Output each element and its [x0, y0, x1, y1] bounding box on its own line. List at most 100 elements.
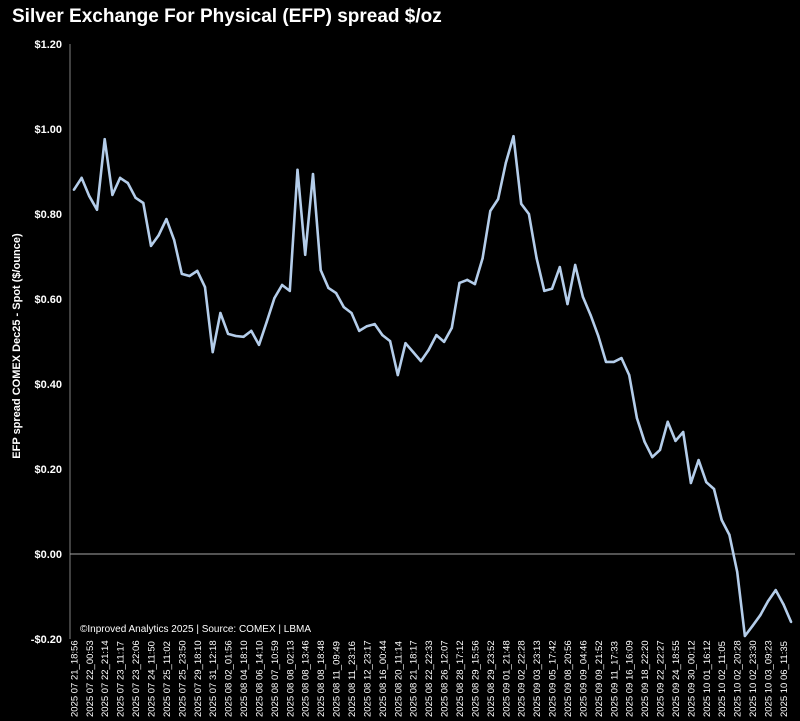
- x-tick-label: 2025 08 21_18:17: [409, 640, 420, 717]
- data-point: [234, 334, 238, 338]
- data-point: [728, 533, 731, 537]
- data-point: [142, 201, 145, 205]
- x-tick-label: 2025 09 09_21:52: [594, 640, 605, 717]
- x-tick-label: 2025 09 18_22:20: [640, 640, 651, 717]
- data-point: [72, 188, 76, 191]
- data-point: [651, 455, 654, 459]
- x-tick-label: 2025 09 16_16:09: [625, 640, 636, 717]
- data-point: [304, 253, 307, 256]
- data-point: [404, 342, 407, 345]
- data-point: [118, 176, 122, 180]
- data-point: [512, 135, 515, 138]
- data-point: [373, 322, 376, 326]
- x-tick-label: 2025 10 01_16:12: [702, 640, 713, 717]
- data-point: [681, 430, 685, 434]
- data-point: [203, 285, 207, 289]
- data-point: [311, 172, 315, 176]
- x-tick-label: 2025 07 29_18:10: [193, 640, 204, 717]
- x-tick-label: 2025 10 03_09:23: [764, 640, 775, 717]
- data-point: [458, 281, 461, 285]
- data-point: [550, 287, 554, 290]
- x-tick-label: 2025 08 11_09:49: [332, 641, 343, 717]
- y-tick-label: -$0.20: [31, 634, 62, 646]
- x-tick-label: 2025 09 11_17:33: [609, 641, 620, 717]
- data-point: [319, 268, 322, 272]
- data-point: [558, 265, 561, 269]
- data-point: [450, 326, 453, 330]
- x-tick-label: 2025 07 21_18:56: [69, 640, 80, 717]
- data-point: [666, 420, 669, 424]
- x-tick-label: 2025 08 08_13:46: [301, 640, 312, 717]
- y-tick-label: $0.40: [34, 379, 62, 391]
- data-point: [759, 614, 762, 617]
- data-point: [743, 634, 747, 638]
- x-tick-label: 2025 08 08_18:48: [316, 640, 327, 717]
- data-point: [280, 283, 284, 287]
- data-point: [573, 263, 577, 267]
- data-point: [334, 291, 338, 295]
- x-tick-label: 2025 08 20_11:14: [393, 641, 404, 717]
- data-point: [288, 289, 292, 293]
- x-tick-label: 2025 08 06_14:10: [254, 640, 265, 717]
- x-tick-label: 2025 07 24_11:50: [146, 641, 157, 717]
- data-point: [442, 340, 446, 344]
- x-tick-label: 2025 07 23_11:17: [116, 641, 127, 717]
- data-point: [489, 209, 492, 213]
- data-point: [604, 360, 608, 364]
- x-tick-label: 2025 09 01_21:48: [501, 640, 512, 717]
- x-tick-label: 2025 09 03_23:13: [532, 640, 543, 717]
- data-point: [188, 274, 191, 278]
- x-tick-label: 2025 10 02_23:30: [748, 640, 759, 717]
- x-tick-label: 2025 07 22_21:14: [100, 640, 111, 717]
- x-tick-label: 2025 07 23_22:06: [131, 640, 142, 717]
- x-tick-label: 2025 08 08_02:13: [285, 640, 296, 717]
- data-point: [697, 458, 700, 462]
- y-tick-label: $0.60: [34, 294, 62, 306]
- data-point: [635, 416, 639, 420]
- data-point: [735, 570, 739, 574]
- data-point: [419, 359, 423, 363]
- data-point: [712, 487, 716, 491]
- data-point: [172, 238, 176, 242]
- data-point: [211, 350, 214, 354]
- x-tick-label: 2025 09 24_18:55: [671, 640, 682, 717]
- x-tick-label: 2025 08 29_15:56: [470, 640, 481, 717]
- data-point: [226, 332, 230, 336]
- data-point: [519, 202, 523, 205]
- data-point: [782, 602, 785, 606]
- data-point: [412, 350, 415, 354]
- y-tick-label: $0.20: [34, 464, 62, 476]
- data-point: [358, 329, 361, 333]
- x-tick-label: 2025 08 02_01:56: [224, 640, 235, 717]
- data-point: [689, 481, 693, 485]
- x-tick-label: 2025 10 02_20:28: [733, 640, 744, 717]
- data-point: [88, 194, 91, 198]
- x-tick-label: 2025 08 04_18:10: [239, 640, 250, 717]
- x-tick-label: 2025 07 25_11:02: [162, 641, 173, 717]
- x-tick-label: 2025 09 09_04:46: [578, 640, 589, 717]
- data-point: [427, 348, 430, 352]
- data-point: [774, 588, 777, 592]
- data-point: [674, 439, 677, 443]
- data-point: [612, 360, 615, 364]
- x-tick-label: 2025 08 07_10:59: [270, 640, 281, 717]
- data-point: [581, 295, 585, 299]
- data-point: [250, 329, 253, 333]
- data-point: [134, 196, 137, 200]
- data-point: [566, 302, 569, 306]
- data-point: [296, 168, 299, 171]
- data-point: [589, 313, 592, 317]
- data-point: [466, 278, 469, 282]
- x-tick-label: 2025 09 05_17:42: [548, 640, 559, 717]
- x-tick-label: 2025 09 22_22:27: [656, 640, 667, 717]
- x-tick-label: 2025 07 25_23:50: [177, 640, 188, 717]
- x-tick-label: 2025 09 02_22:28: [517, 640, 528, 717]
- data-point: [95, 208, 99, 211]
- data-point: [527, 212, 531, 216]
- data-point: [327, 286, 330, 290]
- y-tick-label: $1.20: [34, 39, 62, 51]
- data-point: [720, 518, 723, 522]
- data-point: [196, 269, 199, 273]
- chart-title: Silver Exchange For Physical (EFP) sprea…: [12, 6, 442, 27]
